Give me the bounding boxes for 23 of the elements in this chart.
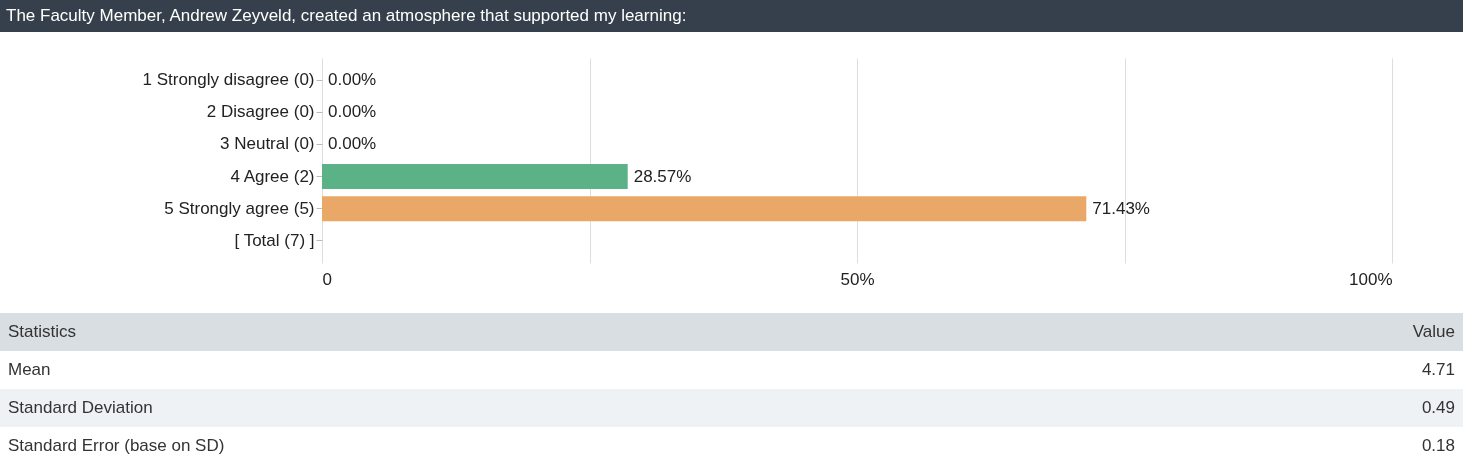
y-tick-label: 3 Neutral (0) [220,134,315,154]
y-tick-label: 4 Agree (2) [230,166,315,186]
x-tick-label: 100% [1349,269,1393,289]
y-tick-label: 5 Strongly agree (5) [164,198,315,218]
text: Mean [8,360,51,379]
y-tick-label: [ Total (7) ] [234,230,315,250]
text: 0.18 [1421,436,1455,455]
y-tick-label: 1 Strongly disagree (0) [142,70,315,90]
chart-title: The Faculty Member, Andrew Zeyveld, created an atmosphere that supported my learning: [6,6,687,25]
data-label: 0.00% [328,134,377,154]
text: Value [1412,322,1455,341]
y-tick-label: 2 Disagree (0) [206,102,315,122]
data-label: 0.00% [328,102,377,122]
text: 0.49 [1421,398,1455,417]
x-tick-label: 50% [840,269,875,289]
data-label: 0.00% [328,70,377,90]
text: 4.71 [1421,360,1455,379]
x-tick-label: 0 [322,269,332,289]
text: Standard Deviation [8,398,153,417]
data-label: 28.57% [633,166,692,186]
text: Statistics [8,322,77,341]
data-label: 71.43% [1092,198,1150,218]
text: Standard Error (base on SD) [8,436,225,455]
